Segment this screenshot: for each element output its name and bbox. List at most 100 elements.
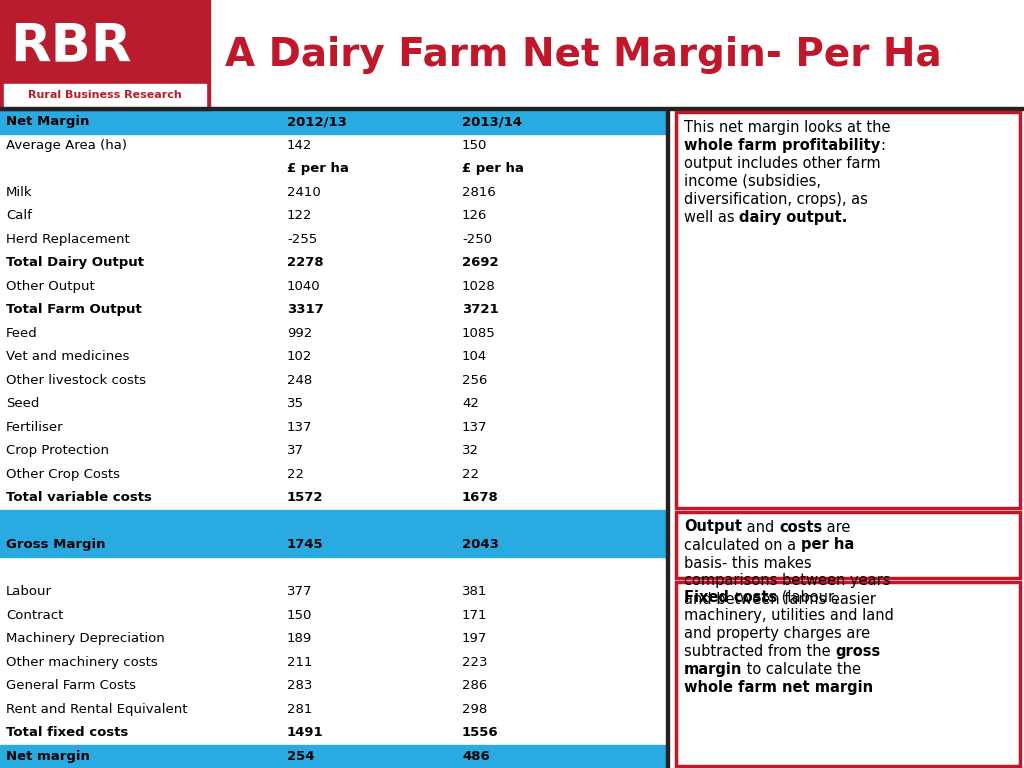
Text: 254: 254 — [287, 750, 314, 763]
Text: whole farm profitability: whole farm profitability — [684, 138, 881, 153]
Text: and: and — [742, 519, 779, 535]
Text: costs: costs — [779, 519, 822, 535]
Text: Seed: Seed — [6, 397, 39, 410]
Text: 2816: 2816 — [462, 186, 496, 199]
Bar — [0, 107, 1024, 110]
Text: General Farm Costs: General Farm Costs — [6, 679, 136, 692]
Text: 1745: 1745 — [287, 538, 324, 551]
Text: RBR: RBR — [10, 20, 131, 72]
Text: Feed: Feed — [6, 326, 38, 339]
Text: Output: Output — [684, 519, 742, 535]
Text: diversification, crops), as: diversification, crops), as — [684, 192, 868, 207]
Text: Machinery Depreciation: Machinery Depreciation — [6, 632, 165, 645]
Text: to calculate the: to calculate the — [742, 662, 861, 677]
Text: Other machinery costs: Other machinery costs — [6, 656, 158, 669]
Text: 486: 486 — [462, 750, 489, 763]
FancyBboxPatch shape — [676, 511, 1020, 578]
Text: Total Dairy Output: Total Dairy Output — [6, 257, 144, 270]
Text: -255: -255 — [287, 233, 317, 246]
Text: per ha: per ha — [801, 538, 854, 552]
Text: 126: 126 — [462, 209, 487, 222]
Bar — [0, 533, 666, 557]
Text: basis- this makes: basis- this makes — [684, 555, 812, 571]
Text: Herd Replacement: Herd Replacement — [6, 233, 130, 246]
Text: 150: 150 — [462, 139, 487, 152]
Text: Net Margin: Net Margin — [6, 115, 89, 128]
Text: Total variable costs: Total variable costs — [6, 492, 152, 505]
Text: 22: 22 — [462, 468, 479, 481]
Text: 377: 377 — [287, 585, 312, 598]
Text: 286: 286 — [462, 679, 487, 692]
Text: 3317: 3317 — [287, 303, 324, 316]
Text: 1572: 1572 — [287, 492, 324, 505]
Bar — [666, 110, 669, 768]
Text: 137: 137 — [287, 421, 312, 434]
Text: Total Farm Output: Total Farm Output — [6, 303, 141, 316]
Text: 2278: 2278 — [287, 257, 324, 270]
Bar — [0, 744, 666, 768]
Text: dairy output.: dairy output. — [739, 210, 848, 225]
Text: and property charges are: and property charges are — [684, 626, 870, 641]
Text: 1028: 1028 — [462, 280, 496, 293]
Text: Labour: Labour — [6, 585, 52, 598]
Text: 42: 42 — [462, 397, 479, 410]
Text: 122: 122 — [287, 209, 312, 222]
Text: Fixed costs: Fixed costs — [684, 590, 777, 605]
Text: Calf: Calf — [6, 209, 32, 222]
Text: £ per ha: £ per ha — [462, 162, 524, 175]
Text: Contract: Contract — [6, 609, 63, 622]
Bar — [0, 509, 666, 533]
Text: subtracted from the: subtracted from the — [684, 644, 836, 659]
Text: 2043: 2043 — [462, 538, 499, 551]
Text: Other Crop Costs: Other Crop Costs — [6, 468, 120, 481]
Text: 2013/14: 2013/14 — [462, 115, 522, 128]
Text: 1556: 1556 — [462, 727, 499, 740]
Text: 2692: 2692 — [462, 257, 499, 270]
Text: Rent and Rental Equivalent: Rent and Rental Equivalent — [6, 703, 187, 716]
Text: 211: 211 — [287, 656, 312, 669]
Text: 1040: 1040 — [287, 280, 321, 293]
Text: Other Output: Other Output — [6, 280, 95, 293]
Text: A Dairy Farm Net Margin- Per Ha: A Dairy Farm Net Margin- Per Ha — [225, 36, 942, 74]
Text: 35: 35 — [287, 397, 304, 410]
Text: 104: 104 — [462, 350, 487, 363]
Text: 37: 37 — [287, 444, 304, 457]
Text: margin: margin — [684, 662, 742, 677]
Text: Rural Business Research: Rural Business Research — [28, 90, 182, 100]
Text: £ per ha: £ per ha — [287, 162, 349, 175]
Text: 102: 102 — [287, 350, 312, 363]
Text: Total fixed costs: Total fixed costs — [6, 727, 128, 740]
Text: :: : — [881, 138, 886, 153]
Text: 283: 283 — [287, 679, 312, 692]
Text: 32: 32 — [462, 444, 479, 457]
Text: 197: 197 — [462, 632, 487, 645]
Bar — [4, 84, 206, 106]
Text: calculated on a: calculated on a — [684, 538, 801, 552]
Text: 256: 256 — [462, 374, 487, 387]
Text: are: are — [822, 519, 851, 535]
FancyBboxPatch shape — [676, 582, 1020, 766]
Bar — [0, 0, 210, 110]
Text: Net margin: Net margin — [6, 750, 90, 763]
Text: 150: 150 — [287, 609, 312, 622]
Text: 992: 992 — [287, 326, 312, 339]
Text: 22: 22 — [287, 468, 304, 481]
Text: 171: 171 — [462, 609, 487, 622]
Text: and between farms easier: and between farms easier — [684, 591, 876, 607]
Text: Fertiliser: Fertiliser — [6, 421, 63, 434]
Text: Milk: Milk — [6, 186, 33, 199]
Text: machinery, utilities and land: machinery, utilities and land — [684, 608, 894, 623]
Text: Average Area (ha): Average Area (ha) — [6, 139, 127, 152]
Text: gross: gross — [836, 644, 881, 659]
Text: Vet and medicines: Vet and medicines — [6, 350, 129, 363]
Text: well as: well as — [684, 210, 739, 225]
Text: This net margin looks at the: This net margin looks at the — [684, 120, 895, 135]
Text: 189: 189 — [287, 632, 312, 645]
Bar — [0, 0, 1024, 110]
Text: Crop Protection: Crop Protection — [6, 444, 109, 457]
Text: 223: 223 — [462, 656, 487, 669]
Text: 142: 142 — [287, 139, 312, 152]
Text: 1491: 1491 — [287, 727, 324, 740]
Text: income (subsidies,: income (subsidies, — [684, 174, 821, 189]
Text: -250: -250 — [462, 233, 493, 246]
